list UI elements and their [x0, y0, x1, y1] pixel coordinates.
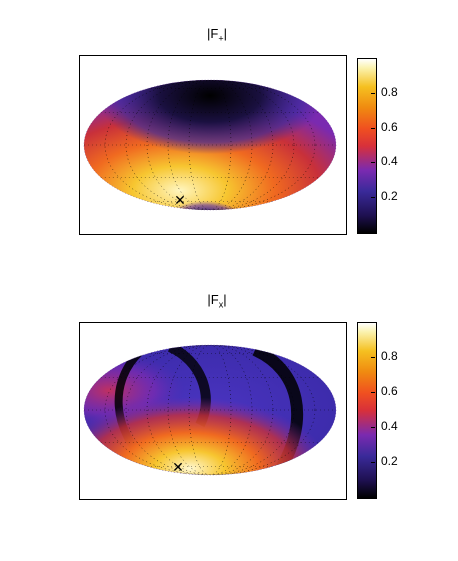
colorbar-tick-label: 0.2	[381, 189, 398, 204]
title-main: |F	[207, 26, 219, 41]
longitude-gridline	[104, 345, 316, 475]
longitude-gridline	[188, 80, 232, 210]
source-marker-fplus: ✕	[174, 193, 186, 209]
title-end: |	[223, 292, 227, 307]
colorbar-tick-label: 0.8	[381, 84, 398, 99]
colorbar-tick-label: 0.4	[381, 154, 398, 169]
longitude-gridline	[167, 345, 253, 475]
colorbar-tick-label: 0.2	[381, 454, 398, 468]
colorbar-fx	[357, 322, 377, 499]
colorbar-fplus	[357, 58, 377, 234]
title-end: |	[223, 26, 227, 41]
colorbar-tick-mark	[371, 92, 375, 94]
longitude-gridline	[125, 345, 295, 475]
colorbar-tick-mark	[371, 427, 375, 428]
longitude-gridline	[146, 345, 274, 475]
colorbar-tick-label: 0.6	[381, 384, 398, 398]
title-sub: +	[218, 33, 224, 44]
longitude-gridline	[167, 80, 253, 210]
colorbar-tick-mark	[371, 197, 375, 199]
colorbar-tick-mark	[371, 392, 375, 393]
longitude-gridline	[146, 80, 274, 210]
map-fx	[84, 345, 336, 475]
colorbar-tick-mark	[371, 162, 375, 164]
longitude-gridline	[104, 80, 316, 210]
colorbar-tick-mark	[371, 357, 375, 358]
title-sub: x	[218, 299, 224, 310]
chart-title-fplus: |F+|	[177, 26, 257, 44]
map-fplus	[84, 80, 336, 210]
longitude-gridline	[125, 80, 295, 210]
chart-title-fx: |Fx|	[177, 292, 257, 310]
colorbar-tick-label: 0.4	[381, 419, 398, 433]
colorbar-tick-mark	[371, 462, 375, 463]
colorbar-tick-mark	[371, 127, 375, 129]
colorbar-tick-label: 0.8	[381, 349, 398, 363]
longitude-gridline	[188, 345, 232, 475]
title-main: |F	[207, 292, 219, 307]
colorbar-tick-label: 0.6	[381, 119, 398, 134]
source-marker-fx: ✕	[172, 460, 184, 476]
